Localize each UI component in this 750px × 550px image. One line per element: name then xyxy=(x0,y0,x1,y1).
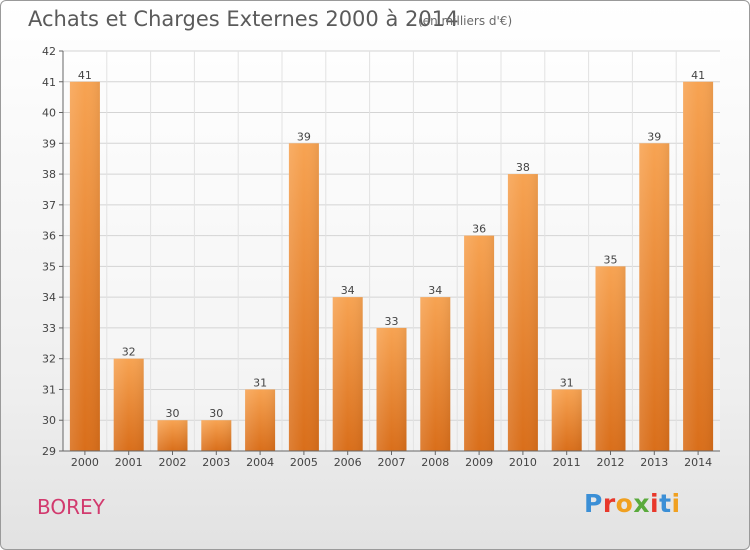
bar-shine-2011 xyxy=(551,389,582,451)
proxiti-logo[interactable]: Proxiti xyxy=(584,489,681,518)
logo-letter: i xyxy=(650,489,660,518)
data-label-2007: 33 xyxy=(385,315,399,328)
logo-letter: t xyxy=(659,489,672,518)
bar-shine-2002 xyxy=(157,420,188,451)
data-label-2002: 30 xyxy=(166,407,180,420)
y-tick-label: 42 xyxy=(42,45,56,58)
chart-title: Achats et Charges Externes 2000 à 2014 xyxy=(28,7,459,31)
logo-letter: i xyxy=(671,489,681,518)
y-tick-label: 29 xyxy=(42,445,56,458)
y-tick-label: 30 xyxy=(42,414,56,427)
y-tick-label: 40 xyxy=(42,107,56,120)
logo-letter: o xyxy=(615,489,634,518)
data-label-2011: 31 xyxy=(560,376,574,389)
y-tick-label: 39 xyxy=(42,137,56,150)
y-tick-label: 37 xyxy=(42,199,56,212)
data-label-2005: 39 xyxy=(297,130,311,143)
place-name: BOREY xyxy=(37,495,105,519)
data-label-2000: 41 xyxy=(78,69,92,82)
data-label-2010: 38 xyxy=(516,161,530,174)
data-label-2008: 34 xyxy=(428,284,442,297)
x-tick-label-2005: 2005 xyxy=(290,456,318,469)
bar-shine-2001 xyxy=(113,358,144,451)
bar-shine-2006 xyxy=(332,297,363,451)
x-tick-label-2011: 2011 xyxy=(553,456,581,469)
bar-shine-2005 xyxy=(288,143,319,452)
x-tick-label-2004: 2004 xyxy=(246,456,274,469)
bar-shine-2004 xyxy=(245,389,276,451)
y-tick-label: 31 xyxy=(42,383,56,396)
y-tick-label: 35 xyxy=(42,260,56,273)
y-tick-label: 38 xyxy=(42,168,56,181)
x-tick-label-2001: 2001 xyxy=(115,456,143,469)
y-tick-label: 32 xyxy=(42,353,56,366)
x-tick-label-2006: 2006 xyxy=(334,456,362,469)
x-tick-label-2008: 2008 xyxy=(421,456,449,469)
x-tick-label-2014: 2014 xyxy=(684,456,712,469)
bar-shine-2003 xyxy=(201,420,232,451)
bar-shine-2000 xyxy=(69,81,100,452)
bar-shine-2013 xyxy=(639,143,670,452)
data-label-2013: 39 xyxy=(647,130,661,143)
logo-letter: r xyxy=(602,489,616,518)
y-tick-label: 33 xyxy=(42,322,56,335)
y-tick-label: 36 xyxy=(42,230,56,243)
x-tick-label-2003: 2003 xyxy=(202,456,230,469)
x-tick-label-2007: 2007 xyxy=(378,456,406,469)
data-label-2003: 30 xyxy=(209,407,223,420)
x-tick-label-2010: 2010 xyxy=(509,456,537,469)
data-label-2012: 35 xyxy=(604,253,618,266)
bar-shine-2014 xyxy=(683,81,714,452)
y-tick-label: 34 xyxy=(42,291,56,304)
x-tick-label-2012: 2012 xyxy=(597,456,625,469)
x-tick-label-2013: 2013 xyxy=(640,456,668,469)
chart-subtitle: (en milliers d'€) xyxy=(418,14,513,28)
data-label-2001: 32 xyxy=(122,346,136,359)
logo-letter: x xyxy=(633,489,650,518)
bar-shine-2009 xyxy=(464,235,495,451)
x-tick-label-2000: 2000 xyxy=(71,456,99,469)
data-label-2006: 34 xyxy=(341,284,355,297)
data-label-2009: 36 xyxy=(472,223,486,236)
bar-shine-2012 xyxy=(595,266,626,451)
x-tick-label-2002: 2002 xyxy=(159,456,187,469)
bar-shine-2007 xyxy=(376,327,407,451)
data-label-2014: 41 xyxy=(691,69,705,82)
logo-letter: P xyxy=(584,489,603,518)
y-tick-label: 41 xyxy=(42,76,56,89)
data-label-2004: 31 xyxy=(253,376,267,389)
bar-shine-2008 xyxy=(420,297,451,451)
x-tick-label-2009: 2009 xyxy=(465,456,493,469)
bar-shine-2010 xyxy=(507,174,538,452)
